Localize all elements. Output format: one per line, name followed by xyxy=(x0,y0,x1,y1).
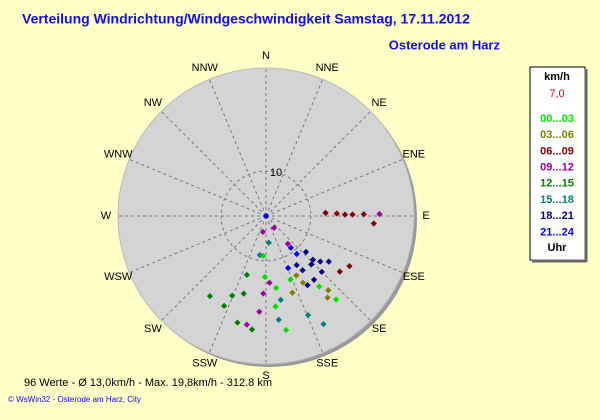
data-point xyxy=(275,316,282,323)
data-point xyxy=(266,279,273,286)
legend-label: 21...24 xyxy=(540,226,575,238)
spoke xyxy=(129,158,267,217)
data-point xyxy=(317,258,324,265)
data-point xyxy=(324,294,331,301)
data-point xyxy=(256,308,263,315)
data-point xyxy=(293,261,300,269)
data-point xyxy=(272,303,279,310)
data-point xyxy=(304,282,311,289)
direction-label: W xyxy=(101,210,112,222)
data-point xyxy=(316,283,323,290)
data-point xyxy=(256,251,263,259)
data-point xyxy=(346,263,353,270)
data-point xyxy=(261,273,269,281)
data-point xyxy=(282,326,290,334)
direction-label: ENE xyxy=(403,149,426,161)
spoke xyxy=(208,79,267,217)
direction-label: NNW xyxy=(192,62,219,74)
data-point xyxy=(318,268,325,275)
data-point xyxy=(299,279,307,286)
spoke xyxy=(265,215,403,274)
center xyxy=(263,213,269,219)
spoke xyxy=(208,215,267,353)
direction-label: NW xyxy=(144,97,163,109)
data-point xyxy=(293,272,300,279)
direction-label: ESE xyxy=(403,271,425,283)
r-tick-label: 10 xyxy=(270,167,282,179)
legend-box xyxy=(529,66,586,261)
credit: © WsWin32 - Osterode am Harz, City xyxy=(8,395,141,404)
legend-label: 06...09 xyxy=(540,145,574,157)
chart-subtitle: Osterode am Harz xyxy=(389,37,501,52)
data-point xyxy=(320,320,327,328)
direction-label: NE xyxy=(371,97,386,109)
spoke xyxy=(160,110,267,217)
data-point xyxy=(293,250,300,258)
legend-label: 03...06 xyxy=(540,129,574,141)
direction-label: WNW xyxy=(104,149,133,161)
data-point xyxy=(336,268,343,275)
data-point xyxy=(310,276,318,283)
data-point xyxy=(309,256,317,263)
direction-label: NNE xyxy=(316,62,339,74)
data-point xyxy=(277,296,284,304)
legend-label: 00...03 xyxy=(540,113,574,125)
spoke xyxy=(265,158,403,217)
legend-header: km/h xyxy=(544,71,570,83)
data-point xyxy=(273,284,280,292)
spoke xyxy=(265,215,372,322)
direction-label: SE xyxy=(372,323,387,335)
spoke xyxy=(129,215,267,274)
direction-label: E xyxy=(422,210,429,222)
direction-label: SSE xyxy=(316,358,338,370)
legend-label: 15...18 xyxy=(540,194,574,206)
legend-footer: Uhr xyxy=(548,242,568,254)
data-point xyxy=(333,210,340,217)
footer: 96 Werte - Ø 13,0km/h - Max. 19,8km/h - … xyxy=(24,377,272,389)
direction-label: WSW xyxy=(104,271,133,283)
data-point xyxy=(332,296,340,303)
spoke xyxy=(265,110,372,217)
data-point xyxy=(243,271,250,278)
spoke xyxy=(160,215,267,322)
data-point xyxy=(302,248,310,256)
data-point xyxy=(287,276,294,283)
legend-label: 12...15 xyxy=(540,178,574,190)
legend-label: 18...21 xyxy=(540,210,574,222)
data-point xyxy=(234,319,241,326)
direction-label: N xyxy=(262,50,270,62)
legend-label: 09...12 xyxy=(540,162,574,174)
data-point xyxy=(260,290,267,297)
spoke xyxy=(265,79,324,217)
data-point xyxy=(299,267,306,274)
data-point xyxy=(308,261,315,268)
data-point xyxy=(284,264,292,272)
chart-title: Verteilung Windrichtung/Windgeschwindigk… xyxy=(22,11,470,27)
spoke xyxy=(265,215,324,353)
data-point xyxy=(289,289,296,296)
radial-grid xyxy=(220,170,312,262)
direction-label: SW xyxy=(144,323,162,335)
direction-label: SSW xyxy=(192,358,218,370)
data-point xyxy=(304,311,312,319)
legend-value: 7,0 xyxy=(549,88,564,100)
data-point xyxy=(325,287,332,294)
direction-label: S xyxy=(262,370,269,382)
data-point xyxy=(325,258,332,265)
